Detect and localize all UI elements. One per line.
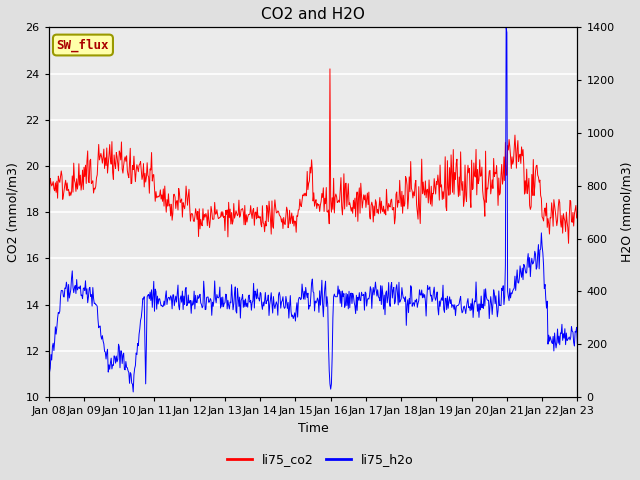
Line: li75_co2: li75_co2	[49, 69, 577, 243]
Legend: li75_co2, li75_h2o: li75_co2, li75_h2o	[221, 448, 419, 471]
Y-axis label: H2O (mmol/m3): H2O (mmol/m3)	[620, 162, 633, 263]
Line: li75_h2o: li75_h2o	[49, 27, 577, 392]
Title: CO2 and H2O: CO2 and H2O	[261, 7, 365, 22]
X-axis label: Time: Time	[298, 421, 328, 435]
Text: SW_flux: SW_flux	[57, 38, 109, 52]
Y-axis label: CO2 (mmol/m3): CO2 (mmol/m3)	[7, 162, 20, 262]
